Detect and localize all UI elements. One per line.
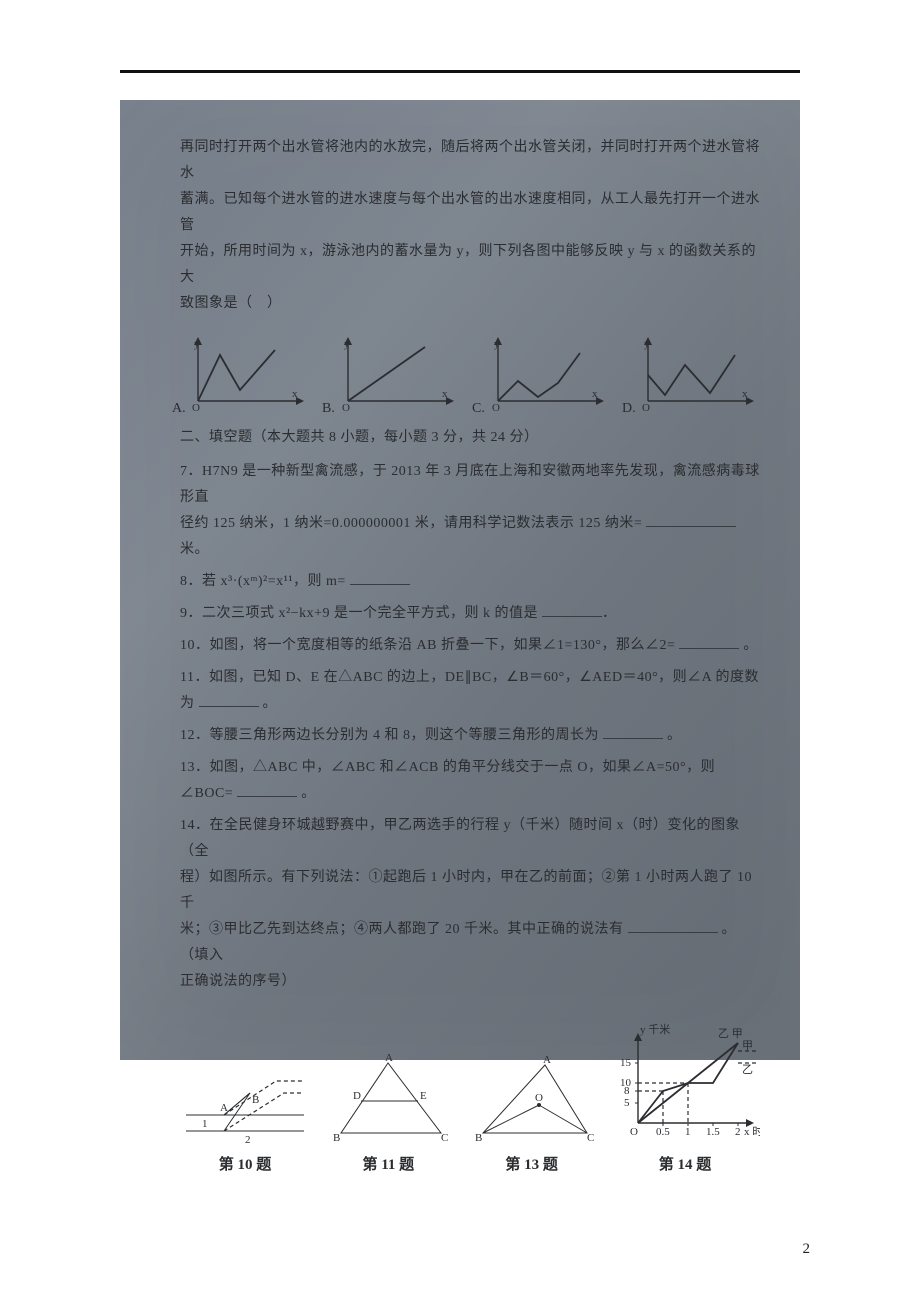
option-b-label: B. bbox=[322, 401, 335, 417]
figure-q14: y 千米 乙 甲 5 8 10 15 0.5 1 bbox=[610, 1023, 760, 1174]
q11-blank bbox=[199, 692, 259, 707]
svg-text:B: B bbox=[252, 1094, 259, 1106]
svg-text:x: x bbox=[292, 388, 298, 400]
svg-text:C: C bbox=[441, 1132, 448, 1143]
svg-text:O: O bbox=[492, 402, 500, 413]
svg-text:B: B bbox=[475, 1132, 482, 1143]
svg-text:O: O bbox=[192, 402, 200, 413]
svg-text:D: D bbox=[353, 1090, 361, 1102]
options-row: y x O A. y bbox=[180, 331, 760, 413]
figure-q11-label: 第 11 题 bbox=[362, 1153, 414, 1174]
q14-line1: 14．在全民健身环城越野赛中，甲乙两选手的行程 y（千米）随时间 x（时）变化的… bbox=[180, 813, 760, 865]
exam-page-photo: 再同时打开两个出水管将池内的水放完，随后将两个出水管关闭，并同时打开两个进水管将… bbox=[120, 100, 800, 1060]
svg-text:15: 15 bbox=[620, 1057, 632, 1069]
q12-blank bbox=[603, 724, 663, 739]
option-c: y x O C. bbox=[480, 335, 610, 413]
figure-q13-label: 第 13 题 bbox=[505, 1153, 558, 1174]
stem-line-1: 再同时打开两个出水管将池内的水放完，随后将两个出水管关闭，并同时打开两个进水管将… bbox=[180, 135, 760, 187]
q13-trail: 。 bbox=[301, 786, 316, 801]
option-b: y x O B. bbox=[330, 335, 460, 413]
q11: 11．如图，已知 D、E 在△ABC 的边上，DE∥BC，∠B＝60°，∠AED… bbox=[180, 665, 760, 717]
svg-text:甲: 甲 bbox=[742, 1040, 753, 1052]
q13: 13．如图，△ABC 中，∠ABC 和∠ACB 的角平分线交于一点 O，如果∠A… bbox=[180, 755, 760, 807]
q8: 8．若 x³·(xᵐ)²=x¹¹，则 m= bbox=[180, 569, 760, 595]
svg-text:1.5: 1.5 bbox=[706, 1126, 720, 1138]
svg-text:5: 5 bbox=[624, 1097, 630, 1109]
svg-text:O: O bbox=[642, 402, 650, 413]
option-d-label: D. bbox=[622, 401, 636, 417]
q13-blank bbox=[237, 782, 297, 797]
svg-text:2: 2 bbox=[245, 1134, 251, 1143]
q14-line3-text: 米；③甲比乙先到达终点；④两人都跑了 20 千米。其中正确的说法有 bbox=[180, 922, 624, 937]
option-d-graph: y x O bbox=[630, 335, 760, 413]
option-a-label: A. bbox=[172, 401, 186, 417]
q10-text: 10．如图，将一个宽度相等的纸条沿 AB 折叠一下，如果∠1=130°，那么∠2… bbox=[180, 638, 675, 653]
q14-line3: 米；③甲比乙先到达终点；④两人都跑了 20 千米。其中正确的说法有 。 （填入 bbox=[180, 917, 760, 969]
q12-text: 12．等腰三角形两边长分别为 4 和 8，则这个等腰三角形的周长为 bbox=[180, 728, 599, 743]
figure-q11: A D E B C 第 11 题 bbox=[323, 1053, 453, 1174]
horizontal-rule bbox=[120, 70, 800, 73]
section2-heading: 二、填空题（本大题共 8 小题，每小题 3 分，共 24 分） bbox=[180, 425, 760, 451]
svg-text:O: O bbox=[535, 1092, 543, 1104]
q12: 12．等腰三角形两边长分别为 4 和 8，则这个等腰三角形的周长为 。 bbox=[180, 723, 760, 749]
q9-blank bbox=[542, 602, 602, 617]
svg-text:2: 2 bbox=[735, 1126, 741, 1138]
q12-trail: 。 bbox=[667, 728, 682, 743]
option-b-graph: y x O bbox=[330, 335, 460, 413]
page-number: 2 bbox=[803, 1241, 811, 1258]
q7-line1: 7．H7N9 是一种新型禽流感，于 2013 年 3 月底在上海和安徽两地率先发… bbox=[180, 459, 760, 511]
figure-q10-label: 第 10 题 bbox=[219, 1153, 272, 1174]
q7-blank bbox=[646, 512, 736, 527]
svg-text:乙: 乙 bbox=[742, 1063, 753, 1076]
svg-text:A: A bbox=[543, 1054, 551, 1066]
q14-blank bbox=[628, 918, 718, 933]
q7-unit: 米。 bbox=[180, 542, 209, 557]
svg-text:A: A bbox=[385, 1053, 393, 1064]
stem-line-4: 致图象是（ ） bbox=[180, 291, 760, 317]
svg-text:1: 1 bbox=[202, 1118, 208, 1130]
q7-line2: 径约 125 纳米，1 纳米=0.000000001 米，请用科学记数法表示 1… bbox=[180, 511, 760, 563]
stem-line-3: 开始，所用时间为 x，游泳池内的蓄水量为 y，则下列各图中能够反映 y 与 x … bbox=[180, 239, 760, 291]
figures-row: A 2 1 B 第 10 题 A D E B bbox=[180, 1023, 760, 1174]
figure-q13: A O B C 第 13 题 bbox=[467, 1053, 597, 1174]
svg-text:10: 10 bbox=[620, 1077, 632, 1089]
svg-text:B: B bbox=[333, 1132, 340, 1143]
svg-text:O: O bbox=[630, 1126, 638, 1138]
q10: 10．如图，将一个宽度相等的纸条沿 AB 折叠一下，如果∠1=130°，那么∠2… bbox=[180, 633, 760, 659]
q7-text-b: 径约 125 纳米，1 纳米=0.000000001 米，请用科学记数法表示 1… bbox=[180, 516, 642, 531]
figure-q10: A 2 1 B 第 10 题 bbox=[180, 1053, 310, 1174]
option-d: y x O D. bbox=[630, 335, 760, 413]
svg-text:x 时: x 时 bbox=[744, 1125, 760, 1138]
svg-text:x: x bbox=[592, 388, 598, 400]
q9-text: 9．二次三项式 x²−kx+9 是一个完全平方式，则 k 的值是 bbox=[180, 606, 538, 621]
svg-text:C: C bbox=[587, 1132, 594, 1143]
svg-text:A: A bbox=[220, 1102, 228, 1114]
option-c-graph: y x O bbox=[480, 335, 610, 413]
svg-text:1: 1 bbox=[685, 1126, 691, 1138]
figure-q14-label: 第 14 题 bbox=[659, 1153, 712, 1174]
svg-text:x: x bbox=[442, 388, 448, 400]
q10-trail: 。 bbox=[743, 638, 758, 653]
option-a-graph: y x O bbox=[180, 335, 310, 413]
option-c-label: C. bbox=[472, 401, 485, 417]
svg-text:O: O bbox=[342, 402, 350, 413]
q11-trail: 。 bbox=[263, 696, 278, 711]
q8-text: 8．若 x³·(xᵐ)²=x¹¹，则 m= bbox=[180, 574, 346, 589]
q8-blank bbox=[350, 570, 410, 585]
q10-blank bbox=[679, 634, 739, 649]
svg-text:x: x bbox=[742, 388, 748, 400]
svg-text:乙 甲: 乙 甲 bbox=[718, 1027, 743, 1040]
svg-text:y 千米: y 千米 bbox=[640, 1023, 670, 1036]
stem-line-2: 蓄满。已知每个进水管的进水速度与每个出水管的出水速度相同，从工人最先打开一个进水… bbox=[180, 187, 760, 239]
q9: 9．二次三项式 x²−kx+9 是一个完全平方式，则 k 的值是 ． bbox=[180, 601, 760, 627]
svg-text:0.5: 0.5 bbox=[656, 1126, 670, 1138]
q14-line4: 正确说法的序号） bbox=[180, 969, 760, 995]
svg-text:E: E bbox=[420, 1090, 427, 1102]
q14-line2: 程）如图所示。有下列说法：①起跑后 1 小时内，甲在乙的前面；②第 1 小时两人… bbox=[180, 865, 760, 917]
option-a: y x O A. bbox=[180, 335, 310, 413]
